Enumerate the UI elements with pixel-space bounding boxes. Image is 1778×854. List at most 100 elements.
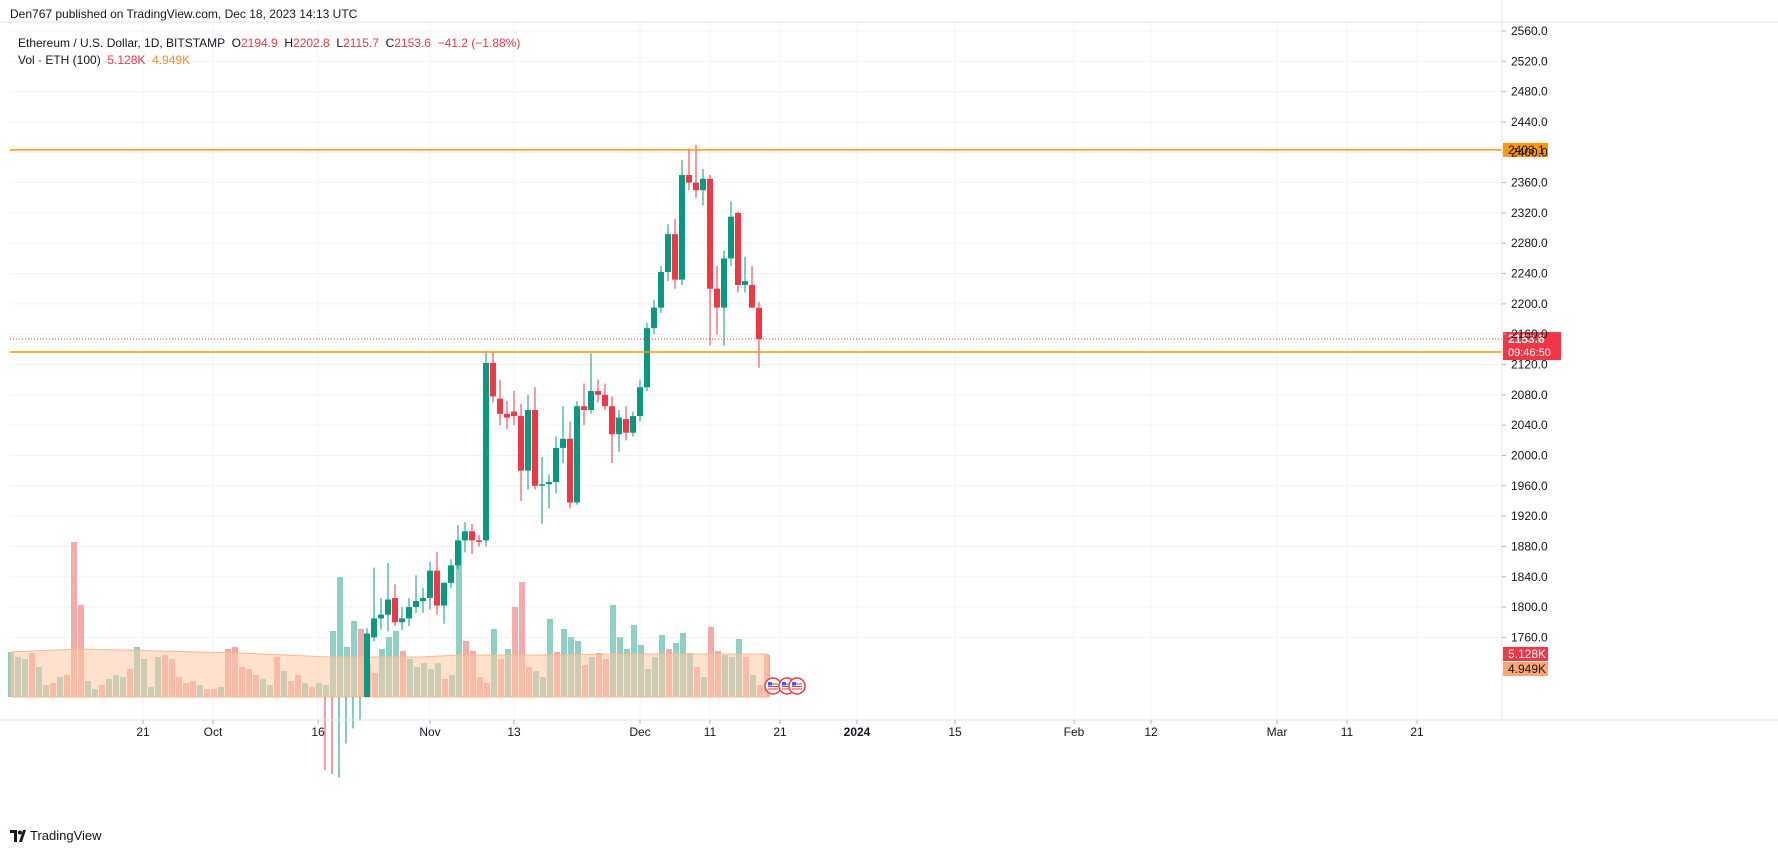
candle-body	[700, 178, 706, 191]
time-tick-label: Oct	[204, 725, 223, 739]
time-tick-label: Mar	[1267, 725, 1288, 739]
legend-change: −41.2 (−1.88%)	[437, 36, 521, 50]
legend-close: 2153.6	[394, 36, 431, 50]
candle-body	[469, 531, 475, 541]
price-tick-label: 2160.0	[1511, 327, 1548, 341]
candle-body	[609, 406, 615, 435]
price-tick-label: 1800.0	[1511, 600, 1548, 614]
tradingview-logo-icon	[10, 829, 26, 842]
volume-bar	[610, 605, 616, 697]
price-tick-label: 2080.0	[1511, 388, 1548, 402]
price-tick-label: 2000.0	[1511, 448, 1548, 462]
price-tick-label: 2120.0	[1511, 358, 1548, 372]
candle-body	[707, 178, 713, 289]
horizontal-level-label: 2403.1	[1508, 143, 1545, 157]
candle-body	[483, 363, 489, 541]
legend-low: 2115.7	[343, 36, 379, 50]
candle-body	[525, 410, 531, 471]
candle-body	[476, 540, 482, 542]
candle-body	[756, 307, 762, 340]
volume-tag-label: 5.128K	[1508, 647, 1546, 661]
us-flag-icon	[788, 677, 806, 695]
candle-body	[637, 387, 643, 417]
volume-bar	[337, 577, 343, 697]
legend-volume-ma: 4.949K	[152, 53, 191, 67]
legend-c-label: C	[385, 36, 395, 50]
candle-body	[392, 597, 398, 623]
legend-h-label: H	[284, 36, 294, 50]
candles	[324, 144, 762, 778]
candle-body	[567, 438, 573, 503]
candle-body	[644, 328, 650, 388]
price-tick-label: 1960.0	[1511, 479, 1548, 493]
legend-l-label: L	[336, 36, 344, 50]
time-tick-label: Nov	[419, 725, 440, 739]
candle-body	[539, 484, 545, 486]
candle-body	[385, 599, 391, 615]
candle-body	[532, 410, 538, 486]
price-tick-label: 2040.0	[1511, 418, 1548, 432]
candle-body	[581, 406, 587, 410]
price-tick-label: 2280.0	[1511, 236, 1548, 250]
time-tick-label: 21	[1410, 725, 1424, 739]
time-tick-label: Dec	[629, 725, 650, 739]
time-tick-label: 21	[773, 725, 787, 739]
candle-body	[399, 618, 405, 623]
price-tick-label: 1840.0	[1511, 570, 1548, 584]
time-tick-label: Feb	[1064, 725, 1085, 739]
volume-bar	[456, 542, 462, 697]
candle-body	[735, 212, 741, 285]
candle-body	[616, 417, 622, 435]
time-tick-label: 15	[948, 725, 962, 739]
candle-body	[686, 175, 692, 183]
price-tick-label: 2520.0	[1511, 54, 1548, 68]
price-tick-label: 2400.0	[1511, 145, 1548, 159]
flag-canton	[768, 682, 772, 686]
volume-bars	[8, 542, 770, 698]
time-tick-label: 11	[1341, 725, 1354, 739]
candle-body	[651, 307, 657, 329]
candle-body	[378, 614, 384, 619]
candle-body	[546, 482, 552, 485]
candle-body	[448, 565, 454, 583]
candle-body	[518, 416, 524, 471]
candle-body	[623, 419, 629, 433]
volume-tag	[1503, 647, 1548, 661]
last-price-tag	[1503, 332, 1561, 361]
price-tick-label: 2440.0	[1511, 115, 1548, 129]
time-tick-label: 12	[1144, 725, 1158, 739]
candle-body	[364, 633, 370, 697]
price-tick-label: 2480.0	[1511, 85, 1548, 99]
price-tick-label: 2200.0	[1511, 297, 1548, 311]
candle-body	[462, 531, 468, 541]
candle-body	[742, 281, 748, 285]
time-tick-label: 11	[704, 725, 717, 739]
candle-body	[602, 394, 608, 407]
legend-volume-value: 5.128K	[107, 53, 146, 67]
flag-canton	[792, 682, 796, 686]
price-tick-label: 2320.0	[1511, 206, 1548, 220]
legend-volume-label: Vol · ETH (100)	[18, 53, 101, 67]
candle-body	[553, 447, 559, 483]
candle-body	[721, 258, 727, 308]
volume-tag	[1503, 662, 1548, 676]
price-tick-label: 1920.0	[1511, 509, 1548, 523]
candle-body	[679, 175, 685, 280]
horizontal-level-tag	[1503, 142, 1548, 157]
time-tick-label: 16	[311, 725, 325, 739]
time-tick-label: 2024	[844, 725, 871, 739]
time-tick-label: 21	[136, 725, 150, 739]
candle-body	[441, 582, 447, 606]
candle-body	[658, 272, 664, 308]
candle-body	[434, 570, 440, 606]
footer-brand: TradingView	[30, 828, 102, 843]
volume-ma-area	[10, 648, 769, 698]
legend-high: 2202.8	[293, 36, 330, 50]
candle-body	[595, 391, 601, 395]
candle-body	[511, 411, 517, 417]
footer: TradingView	[10, 828, 102, 843]
candle-body	[504, 413, 510, 418]
candle-body	[497, 398, 503, 414]
